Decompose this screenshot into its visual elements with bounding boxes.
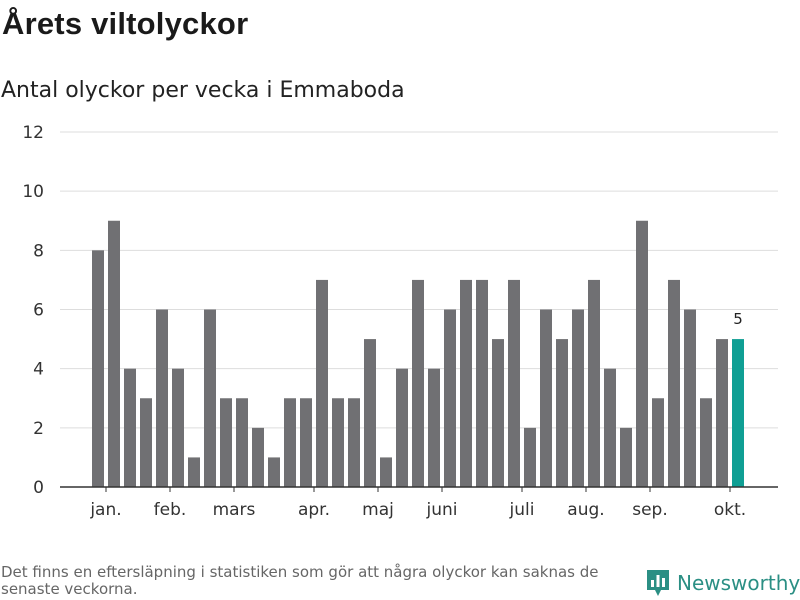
bar bbox=[124, 368, 136, 487]
bar bbox=[380, 457, 392, 487]
bar bbox=[460, 279, 472, 487]
y-tick-label: 8 bbox=[33, 241, 44, 261]
bar bbox=[156, 309, 168, 487]
bar-highlight bbox=[732, 339, 744, 487]
x-tick-label: juni bbox=[426, 500, 458, 520]
brand-logo[interactable]: Newsworthy bbox=[645, 568, 800, 598]
bar bbox=[332, 398, 344, 487]
bar bbox=[604, 368, 616, 487]
y-tick-label: 0 bbox=[33, 478, 44, 498]
bar bbox=[236, 398, 248, 487]
bar bbox=[588, 279, 600, 487]
x-tick-label: aug. bbox=[567, 500, 604, 520]
bar bbox=[348, 398, 360, 487]
y-tick-label: 4 bbox=[33, 360, 44, 380]
bar-chart: 0 2 4 6 8 10 12 5 jan. feb. mars apr. maj juni juli a… bbox=[22, 123, 778, 520]
data-label: 5 bbox=[733, 310, 743, 328]
x-tick-label: sep. bbox=[632, 500, 668, 520]
brand-name: Newsworthy bbox=[677, 571, 800, 595]
bar bbox=[524, 427, 536, 487]
bar bbox=[396, 368, 408, 487]
bar bbox=[204, 309, 216, 487]
x-tick-label: apr. bbox=[298, 500, 330, 520]
bar bbox=[492, 339, 504, 487]
bar bbox=[652, 398, 664, 487]
bar bbox=[684, 309, 696, 487]
bar bbox=[444, 309, 456, 487]
bar bbox=[300, 398, 312, 487]
y-tick-label: 6 bbox=[33, 301, 44, 321]
bar bbox=[668, 279, 680, 487]
y-tick-label: 10 bbox=[22, 182, 44, 202]
bar bbox=[412, 279, 424, 487]
bar-chart-logo-icon bbox=[647, 570, 669, 596]
x-tick-label: okt. bbox=[714, 500, 746, 520]
bar bbox=[428, 368, 440, 487]
x-tick-label: jan. bbox=[89, 500, 121, 520]
bar bbox=[540, 309, 552, 487]
bar bbox=[108, 220, 120, 487]
y-axis-ticks: 0 2 4 6 8 10 12 bbox=[22, 123, 44, 498]
bar bbox=[716, 339, 728, 487]
y-tick-label: 2 bbox=[33, 419, 44, 439]
bar bbox=[476, 279, 488, 487]
bar bbox=[252, 427, 264, 487]
bar bbox=[620, 427, 632, 487]
x-tick-label: feb. bbox=[154, 500, 187, 520]
bar bbox=[140, 398, 152, 487]
bar bbox=[188, 457, 200, 487]
bar bbox=[284, 398, 296, 487]
x-tick-label: mars bbox=[213, 500, 256, 520]
bar bbox=[220, 398, 232, 487]
bar bbox=[572, 309, 584, 487]
bar bbox=[636, 220, 648, 487]
bar bbox=[556, 339, 568, 487]
chart-title: Årets viltolyckor bbox=[2, 6, 249, 41]
bar bbox=[700, 398, 712, 487]
x-axis-ticks: jan. feb. mars apr. maj juni juli aug. sep. okt. bbox=[60, 486, 778, 520]
x-tick-label: juli bbox=[509, 500, 535, 520]
bar bbox=[172, 368, 184, 487]
bar bbox=[508, 279, 520, 487]
x-tick-label: maj bbox=[362, 500, 394, 520]
bars: 5 bbox=[92, 220, 744, 487]
bar bbox=[364, 339, 376, 487]
y-tick-label: 12 bbox=[22, 123, 44, 143]
bar bbox=[316, 279, 328, 487]
bar bbox=[268, 457, 280, 487]
bar bbox=[92, 250, 104, 487]
footnote: Det finns en eftersläpning i statistiken… bbox=[1, 563, 599, 598]
chart-subtitle: Antal olyckor per vecka i Emmaboda bbox=[1, 78, 405, 103]
